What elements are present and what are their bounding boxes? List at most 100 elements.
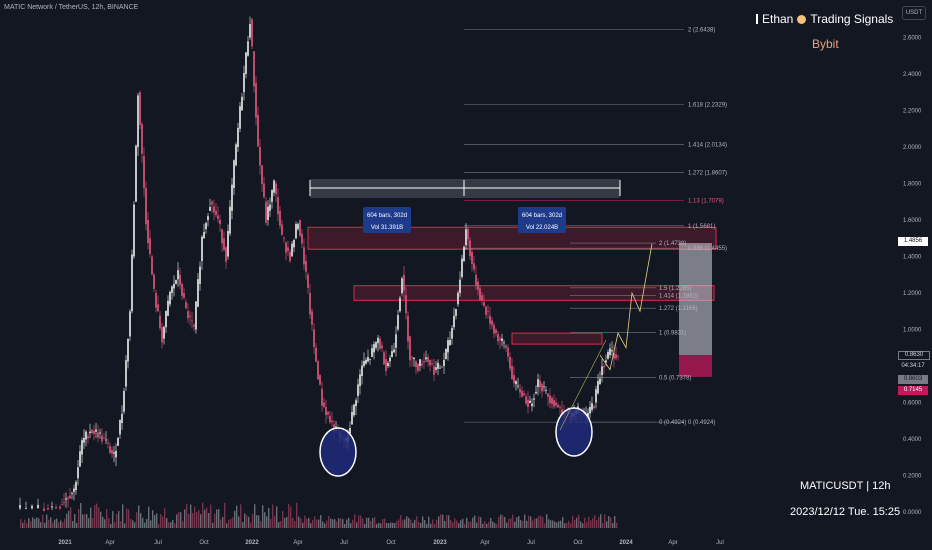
candle-body	[243, 73, 245, 93]
candle-body	[143, 156, 145, 189]
volume-bar	[502, 515, 504, 528]
volume-bar	[222, 517, 224, 528]
candle-body	[391, 351, 393, 357]
candle-body	[409, 336, 411, 361]
volume-bar	[506, 522, 508, 528]
volume-bar	[528, 515, 530, 528]
candle-body	[617, 355, 619, 357]
candle-body	[251, 19, 253, 47]
candle-body	[217, 215, 219, 219]
candle-body	[149, 238, 151, 255]
candle-body	[211, 201, 213, 205]
time-tick-label: Oct	[386, 540, 396, 546]
candle-body	[133, 204, 135, 257]
volume-bar	[398, 519, 400, 528]
countdown-badge: 04:34:17	[898, 362, 928, 371]
volume-bar	[288, 503, 290, 528]
volume-bar	[436, 519, 438, 528]
candle-body	[399, 297, 401, 312]
volume-bar	[342, 519, 344, 528]
candle-body	[591, 403, 593, 410]
fib-label: 0.886 (1.4455)	[688, 246, 727, 252]
time-tick-label: Apr	[480, 540, 489, 546]
fib-label: 1.13 (1.7079)	[688, 198, 724, 204]
candle-body	[135, 145, 137, 202]
candle-body	[161, 327, 163, 343]
volume-bar	[570, 523, 572, 528]
time-axis: 2021 Apr Jul Oct 2022 Apr Jul Oct 2023 Apr Jul Oct 2…	[58, 540, 724, 546]
volume-bar	[348, 517, 350, 528]
candle-body	[213, 206, 215, 213]
volume-bar	[202, 502, 204, 528]
candle-body	[155, 293, 157, 308]
measure-label: Vol 31.391B	[371, 225, 403, 231]
volume-bar	[338, 518, 340, 528]
volume-bar	[388, 523, 390, 528]
candle-body	[547, 393, 549, 397]
price-tick-label: 2.0000	[903, 145, 922, 151]
candle-body	[145, 188, 147, 225]
volume-bar	[564, 523, 566, 528]
volume-bar	[236, 505, 238, 528]
volume-bar	[380, 523, 382, 528]
volume-bar	[300, 518, 302, 528]
candle-body	[205, 223, 207, 230]
volume-bar	[68, 510, 70, 528]
price-badge-3: 0.8603	[898, 375, 928, 384]
candle-body	[457, 292, 459, 305]
candle-body	[387, 362, 389, 366]
volume-bar	[554, 521, 556, 528]
supply-zone	[353, 285, 715, 301]
candle-body	[245, 52, 247, 74]
candle-body	[275, 183, 277, 194]
volume-bar	[304, 515, 306, 528]
candle-body	[187, 311, 189, 319]
candle-body	[445, 348, 447, 360]
candle-body	[247, 41, 249, 56]
volume-bar	[196, 512, 198, 528]
fib-label: 0 (0.4924)	[659, 420, 686, 426]
price-tick-label: 2.4000	[903, 72, 922, 78]
volume-bar	[102, 516, 104, 528]
candle-body	[479, 288, 481, 300]
volume-bar	[208, 512, 210, 528]
candle-body	[123, 390, 125, 412]
candle-body	[335, 426, 337, 429]
candle-body	[77, 467, 79, 479]
candle-body	[315, 347, 317, 362]
candle-body	[371, 348, 373, 357]
volume-bar	[104, 519, 106, 528]
candle-body	[491, 320, 493, 326]
candle-body	[459, 279, 461, 293]
volume-bar	[32, 517, 34, 528]
candle-body	[207, 216, 209, 220]
volume-bar	[210, 504, 212, 528]
volume-bar	[536, 518, 538, 528]
volume-bar	[218, 509, 220, 528]
volume-bar	[246, 515, 248, 528]
candle-body	[289, 251, 291, 262]
volume-bar	[110, 523, 112, 528]
fibonacci-levels: 2 (2.6438) 1.618 (2.2329) 1.414 (2.0134) 1.…	[464, 28, 727, 426]
volume-bar	[592, 518, 594, 528]
candle-body	[67, 497, 69, 499]
candle-body	[609, 348, 611, 356]
volume-bar	[98, 507, 100, 528]
volume-bar	[546, 514, 548, 528]
candle-body	[423, 361, 425, 363]
volume-bar	[538, 515, 540, 528]
currency-button[interactable]: USDT	[902, 6, 926, 20]
candle-body	[93, 430, 95, 434]
volume-bar	[272, 504, 274, 528]
time-tick-label: Apr	[293, 540, 302, 546]
volume-bar	[438, 516, 440, 528]
candle-body	[199, 266, 201, 284]
volume-bar	[212, 522, 214, 528]
volume-bar	[50, 517, 52, 528]
volume-bar	[520, 520, 522, 528]
volume-bar	[88, 518, 90, 528]
volume-bar	[198, 510, 200, 528]
volume-bar	[216, 509, 218, 528]
time-tick-label: 2021	[58, 540, 72, 546]
